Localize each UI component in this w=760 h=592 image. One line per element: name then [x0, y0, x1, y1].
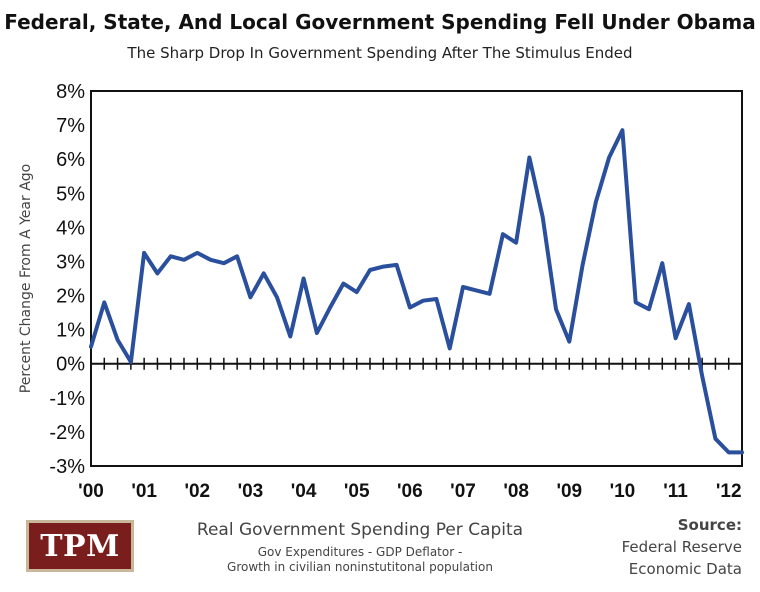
y-tick-label: 8%: [56, 81, 85, 103]
x-tick-label: '02: [184, 481, 210, 502]
y-tick-label: 3%: [56, 251, 85, 273]
footer-caption: Real Government Spending Per Capita: [196, 520, 524, 540]
x-tick-label: '00: [78, 481, 104, 502]
x-tick-label: '10: [610, 481, 636, 502]
x-tick-label: '04: [291, 481, 317, 502]
tpm-logo: TPM: [26, 520, 134, 572]
chart-subtitle: The Sharp Drop In Government Spending Af…: [127, 44, 633, 62]
y-tick-label: -2%: [49, 422, 85, 444]
y-tick-label: 0%: [56, 354, 85, 376]
footer-subcaption-1: Gov Expenditures - GDP Deflator -: [257, 545, 463, 559]
logo-text: TPM: [40, 528, 120, 564]
y-tick-label: 6%: [56, 149, 85, 171]
x-tick-label: '07: [450, 481, 476, 502]
chart-title: Federal, State, And Local Government Spe…: [4, 10, 756, 34]
x-tick-label: '03: [238, 481, 264, 502]
y-axis-label: Percent Change From A Year Ago: [18, 164, 34, 393]
plot-area: 8% 7% 6% 5% 4% 3% 2% 1% 0% -1% -2% -3% '00 '01 '02 '03 '…: [18, 81, 744, 502]
line-chart: 8% 7% 6% 5% 4% 3% 2% 1% 0% -1% -2% -3% '00 '01 '02 '03 '…: [18, 81, 744, 502]
x-tick-label: '06: [397, 481, 423, 502]
source-label: Source:: [677, 516, 742, 534]
y-tick-label: 7%: [56, 115, 85, 137]
series-line: [89, 128, 744, 455]
source-line-1: Federal Reserve: [621, 538, 742, 556]
x-tick-label: '01: [131, 481, 157, 502]
footer-subcaption-2: Growth in civilian noninstutitonal popul…: [227, 560, 493, 574]
x-tick-label: '08: [503, 481, 529, 502]
x-tick-label: '12: [716, 481, 742, 502]
y-tick-label: 5%: [56, 183, 85, 205]
y-tick-label: -1%: [49, 388, 85, 410]
x-tick-label: '11: [663, 481, 688, 502]
y-tick-label: 4%: [56, 217, 85, 239]
x-tick-label: '09: [556, 481, 582, 502]
y-tick-label: 1%: [56, 320, 85, 342]
plot-frame: [90, 90, 743, 467]
y-tick-label: 2%: [56, 286, 85, 308]
y-tick-label: -3%: [49, 456, 85, 478]
x-tick-label: '05: [344, 481, 370, 502]
source-line-2: Economic Data: [628, 560, 742, 578]
